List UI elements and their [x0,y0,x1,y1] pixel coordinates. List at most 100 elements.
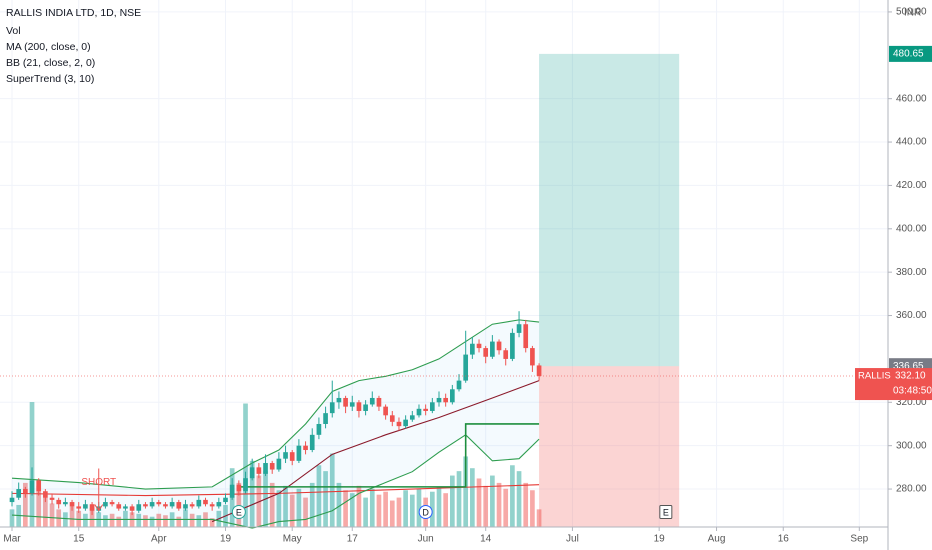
volume-bar [49,503,55,527]
candle-body [416,408,422,416]
candle-body [189,504,195,507]
candle-body [209,504,215,507]
candle-body [49,497,55,500]
indicator-line [238,423,540,488]
candle-body [69,502,75,507]
y-tick-label: 460.00 [896,93,927,104]
y-tick-label: 400.00 [896,223,927,234]
candle-body [463,354,469,381]
indicator-legend: MA (200, close, 0) [6,41,91,53]
candle-body [129,506,135,511]
volume-bar [356,485,362,527]
x-tick-label: Aug [708,534,726,545]
candle-body [329,402,335,414]
candle-body [376,397,382,407]
candle-body [323,413,328,424]
volume-bar [516,471,522,527]
candle-body [243,478,248,492]
candle-body [163,504,168,507]
x-tick-label: 17 [347,534,359,545]
candle-body [396,421,402,427]
profit-zone [539,53,680,367]
candle-body [289,452,295,461]
candle-body [176,502,182,509]
candle-body [236,484,242,492]
candle-body [109,502,115,505]
candle-body [503,350,509,359]
candle-body [263,463,268,474]
volume-bar [389,500,395,527]
bb-fill [12,319,540,529]
candle-body [483,348,489,357]
candle-body [29,480,35,494]
volume-bar [450,475,455,527]
volume-bar [189,513,195,527]
event-label: E [236,507,242,517]
candle-body [343,397,348,407]
volume-bar [163,515,168,527]
candle-body [83,504,88,509]
y-tick-label: 440.00 [896,137,927,148]
candle-body [496,341,502,351]
volume-bar [409,494,415,527]
candle-body [283,452,288,459]
volume-bar [183,509,188,527]
event-label: E [663,507,669,517]
volume-bar [116,516,122,527]
volume-bar [336,482,342,527]
candle-body [269,463,275,470]
volume-bar [149,516,155,527]
candle-body [249,467,255,479]
chart-title: RALLIS INDIA LTD, 1D, NSE [6,7,141,19]
candle-body [383,406,388,416]
volume-bar [303,497,308,527]
volume-bar [323,471,328,527]
candle-body [216,502,222,507]
candle-body [16,489,22,498]
candle-body [56,499,62,505]
volume-bar [463,456,469,527]
volume-bar [43,497,48,527]
candle-body [316,423,322,435]
indicator-line [11,319,540,490]
volume-bar [23,482,28,527]
x-tick-label: 16 [778,534,790,545]
volume-legend: Vol [6,25,21,37]
x-tick-label: Sep [850,534,868,545]
x-tick-label: Jun [418,534,434,545]
y-tick-label: 420.00 [896,180,927,191]
volume-bar [349,493,355,527]
volume-bar [29,402,35,527]
volume-bar [209,518,215,527]
candle-body [450,389,455,403]
x-tick-label: 19 [220,534,232,545]
candle-body [510,332,515,359]
candle-body [103,502,108,507]
candle-body [369,397,375,405]
y-tick-label: 280.00 [896,484,927,495]
candle-body [229,484,235,498]
candle-body [183,504,188,509]
candle-body [256,467,262,474]
volume-bar [376,494,382,527]
volume-bar [109,513,115,527]
volume-bar [523,482,529,527]
candle-body [429,402,435,411]
y-tick-label: 320.00 [896,397,927,408]
candle-body [169,502,175,507]
volume-bar [36,485,42,527]
candle-body [296,445,302,461]
candle-body [123,506,128,509]
candle-body [43,491,48,498]
event-marker [418,505,433,519]
volume-bar [343,490,348,527]
currency: INR [904,8,921,19]
candle-body [143,504,148,507]
volume-bar [483,485,489,527]
target-label-box [889,45,932,62]
volume-bar [530,490,535,527]
candle-body [349,402,355,407]
volume-bar [9,509,15,527]
candle-body [276,458,282,470]
candle-body [9,497,15,503]
